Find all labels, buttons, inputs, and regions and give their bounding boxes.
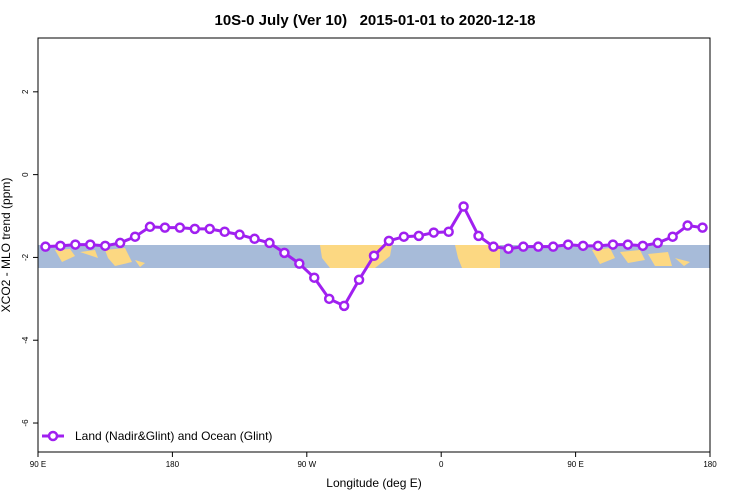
x-tick-label: 90 W — [297, 460, 316, 469]
point — [622, 239, 634, 250]
point — [577, 240, 589, 252]
point — [323, 293, 335, 305]
point — [533, 241, 544, 252]
point — [368, 250, 380, 262]
point — [129, 231, 141, 242]
point — [518, 241, 529, 252]
point — [682, 220, 693, 231]
point — [219, 226, 230, 238]
land — [592, 248, 690, 266]
y-tick-label: -6 — [21, 419, 30, 427]
point — [637, 240, 649, 252]
point — [55, 240, 66, 252]
land — [55, 248, 145, 267]
point — [398, 231, 410, 242]
point — [159, 222, 171, 233]
x-tick-label: 0 — [439, 460, 444, 469]
y-tick-label: 2 — [21, 89, 30, 94]
x-tick-label: 90 E — [567, 460, 583, 469]
point — [338, 300, 350, 312]
point — [174, 222, 186, 233]
point — [249, 233, 260, 245]
point — [70, 239, 81, 250]
point — [40, 241, 51, 252]
point — [204, 223, 215, 235]
point — [279, 247, 290, 259]
point — [592, 240, 604, 252]
y-tick-label: 0 — [21, 172, 30, 177]
point — [458, 201, 469, 212]
x-axis-label: Longitude (deg E) — [326, 476, 421, 490]
point — [488, 241, 499, 252]
legend-marker — [47, 430, 59, 442]
point — [607, 239, 619, 250]
point — [697, 222, 708, 233]
point — [234, 229, 245, 240]
point — [264, 237, 275, 249]
point — [144, 221, 156, 233]
point — [562, 239, 574, 250]
plot-frame — [37, 37, 711, 453]
point — [294, 258, 305, 269]
y-tick-label: -4 — [21, 336, 30, 344]
point — [443, 226, 454, 238]
x-tick-label: 90 E — [30, 460, 46, 469]
point — [547, 241, 559, 252]
legend-label: Land (Nadir&Glint) and Ocean (Glint) — [75, 429, 272, 443]
y-axis-label: XCO2 - MLO trend (ppm) — [0, 178, 13, 313]
point — [428, 227, 439, 238]
point — [503, 243, 514, 254]
point — [309, 272, 320, 283]
x-tick-label: 180 — [703, 460, 717, 469]
point — [85, 239, 96, 250]
y-tick-label: -2 — [21, 253, 30, 261]
point — [667, 231, 678, 242]
point — [473, 230, 484, 242]
point — [383, 235, 395, 247]
point — [99, 240, 111, 252]
point — [114, 237, 126, 249]
point — [353, 274, 365, 286]
point — [189, 223, 201, 235]
land — [455, 245, 500, 268]
point — [652, 237, 663, 249]
point — [413, 230, 425, 242]
chart-title: 10S-0 July (Ver 10) 2015-01-01 to 2020-1… — [214, 12, 535, 29]
x-tick-label: 180 — [166, 460, 180, 469]
